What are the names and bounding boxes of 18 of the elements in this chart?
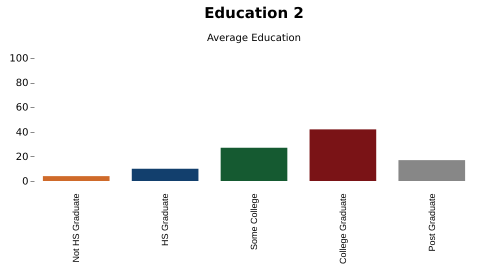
- bar: [42, 176, 110, 181]
- y-tick-label: 100: [9, 54, 28, 64]
- chart-subtitle: Average Education: [206, 33, 302, 44]
- x-tick-label: Not HS Graduate: [71, 194, 82, 263]
- y-tick-label: 20: [16, 152, 28, 163]
- chart-title: Education 2: [204, 4, 304, 22]
- bar: [398, 160, 466, 181]
- y-tick-label: 60: [16, 102, 28, 114]
- x-tick-label: College Graduate: [338, 194, 348, 264]
- y-tick-label: 0: [22, 176, 28, 188]
- bar: [132, 168, 198, 181]
- x-tick-label: Post Graduate: [426, 194, 437, 252]
- y-tick-label: 40: [16, 127, 28, 138]
- y-tick-label: 80: [16, 78, 28, 90]
- bar: [220, 148, 288, 181]
- x-tick-label: Some College: [249, 194, 259, 250]
- bar: [310, 129, 376, 181]
- x-tick-label: HS Graduate: [160, 194, 170, 246]
